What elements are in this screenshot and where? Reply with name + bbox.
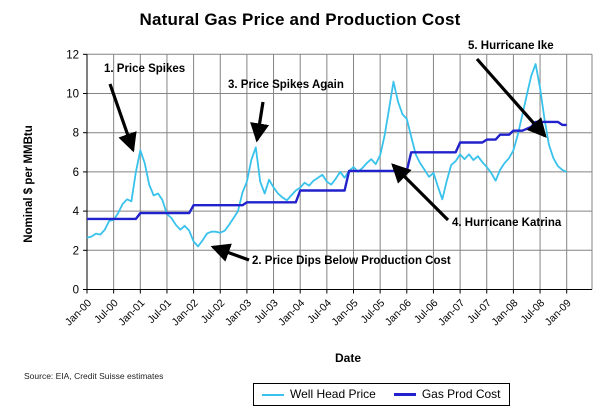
well-head-price-legend-swatch xyxy=(262,393,284,396)
y-tick-label: 2 xyxy=(73,245,79,257)
x-tick-label: Jan-05 xyxy=(329,297,360,328)
y-tick-label: 4 xyxy=(73,206,80,218)
source-note: Source: EIA, Credit Suisse estimates xyxy=(24,371,164,381)
gas-prod-cost-line xyxy=(87,120,567,221)
y-tick-label: 0 xyxy=(73,285,79,297)
annotation-text: 4. Hurricane Katrina xyxy=(452,217,562,229)
annotation-arrow xyxy=(391,163,450,222)
y-tick-label: 8 xyxy=(73,128,79,140)
x-tick-label: Jan-02 xyxy=(170,297,201,328)
x-tick-label: Jan-03 xyxy=(223,297,254,328)
x-tick-label: Jan-08 xyxy=(489,297,520,328)
well-head-price-legend-label: Well Head Price xyxy=(290,387,376,401)
annotation-text: 2. Price Dips Below Production Cost xyxy=(252,255,451,267)
x-tick-label: Jan-01 xyxy=(116,297,147,328)
annotation-arrow xyxy=(250,101,270,143)
annotation-arrow xyxy=(108,83,137,153)
gas-prod-cost-legend-label: Gas Prod Cost xyxy=(421,387,501,401)
tick-labels: 024681012Jan-00Jul-00Jan-01Jul-01Jan-02J… xyxy=(63,49,574,328)
chart-title: Natural Gas Price and Production Cost xyxy=(139,10,461,29)
axes xyxy=(83,53,592,294)
legend: Well Head Price Gas Prod Cost xyxy=(253,383,510,406)
annotation-arrow xyxy=(210,243,250,262)
x-tick-label: Jan-07 xyxy=(436,297,467,328)
annotation-text: 5. Hurricane Ike xyxy=(468,40,554,52)
annotation-arrows xyxy=(108,57,547,262)
annotation-arrow xyxy=(475,57,547,138)
x-tick-label: Jan-09 xyxy=(543,297,574,328)
gas-prod-cost-legend-swatch xyxy=(393,393,416,396)
x-tick-label: Jan-06 xyxy=(383,297,414,328)
y-tick-label: 12 xyxy=(66,49,79,61)
x-tick-label: Jan-04 xyxy=(276,297,307,328)
annotation-text: 1. Price Spikes xyxy=(104,63,186,75)
x-tick-label: Jan-00 xyxy=(63,297,94,328)
annotation-text: 3. Price Spikes Again xyxy=(228,79,344,91)
y-tick-label: 10 xyxy=(66,89,79,101)
x-axis-title: Date xyxy=(334,351,361,365)
y-tick-label: 6 xyxy=(73,167,79,179)
